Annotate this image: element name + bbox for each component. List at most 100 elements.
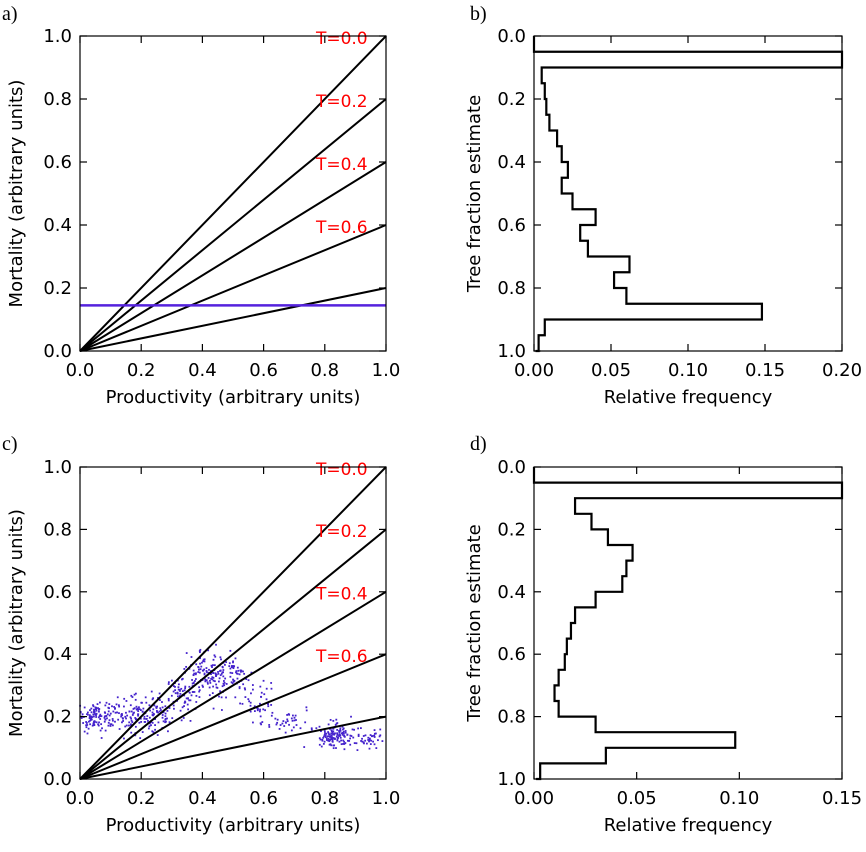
scatter-point	[229, 671, 232, 674]
scatter-point	[164, 712, 167, 715]
scatter-point	[86, 713, 88, 716]
scatter-point	[335, 718, 338, 721]
scatter-point	[261, 721, 264, 723]
scatter-point	[156, 734, 159, 736]
scatter-point	[369, 743, 372, 745]
y-tick-label: 0.2	[497, 519, 526, 540]
scatter-point	[134, 725, 137, 728]
scatter-point	[322, 742, 325, 745]
scatter-point	[157, 711, 159, 714]
scatter-point	[342, 727, 345, 730]
plot-frame	[79, 466, 387, 780]
scatter-point	[337, 737, 340, 739]
scatter-point	[198, 668, 200, 671]
scatter-point	[135, 718, 138, 721]
scatter-point	[222, 675, 225, 678]
scatter-point	[152, 731, 155, 734]
y-tick-label: 0.6	[497, 215, 526, 236]
scatter-point	[284, 721, 287, 724]
x-tick-label: 0.6	[249, 788, 278, 809]
scatter-point	[318, 737, 321, 740]
scatter-point	[331, 732, 334, 734]
scatter-point	[185, 665, 188, 668]
scatter-point	[360, 740, 362, 742]
scatter-point	[290, 717, 293, 720]
scatter-point	[199, 657, 201, 660]
scatter-point	[233, 665, 236, 668]
scatter-point	[270, 682, 273, 684]
scatter-point	[107, 710, 110, 713]
scatter-point	[131, 721, 134, 724]
scatter-point	[315, 727, 318, 730]
scatter-point	[214, 672, 217, 675]
threshold-line	[79, 715, 387, 780]
scatter-point	[373, 736, 376, 738]
scatter-point	[373, 729, 376, 732]
histogram-bin	[534, 748, 606, 764]
scatter-point	[90, 715, 93, 718]
scatter-point	[117, 718, 120, 721]
scatter-point	[310, 728, 313, 731]
scatter-point	[182, 717, 185, 719]
scatter-point	[192, 669, 195, 672]
scatter-point	[335, 735, 338, 738]
scatter-point	[329, 743, 332, 746]
scatter-point	[331, 736, 333, 739]
scatter-point	[99, 701, 101, 704]
scatter-point	[249, 704, 252, 707]
scatter-point	[361, 737, 363, 740]
scatter-point	[229, 675, 232, 678]
scatter-point	[335, 747, 337, 749]
histogram-bin	[534, 498, 575, 514]
histogram-bin	[534, 623, 571, 639]
scatter-point	[187, 708, 189, 711]
scatter-point	[232, 661, 234, 664]
scatter-point	[360, 727, 362, 730]
scatter-point	[138, 706, 140, 709]
scatter-point	[155, 707, 158, 709]
scatter-point	[124, 715, 127, 718]
scatter-point	[249, 701, 252, 704]
scatter-point	[339, 727, 342, 730]
scatter-point	[115, 703, 118, 706]
scatter-point	[212, 664, 214, 667]
scatter-point	[350, 735, 353, 737]
threshold-line	[79, 528, 387, 780]
line-label: T=0.2	[315, 522, 368, 542]
scatter-point	[179, 692, 182, 695]
scatter-point	[203, 660, 206, 663]
x-tick-label: 0.10	[668, 360, 708, 381]
scatter-point	[214, 655, 217, 658]
scatter-point	[118, 712, 120, 715]
scatter-point	[128, 724, 130, 727]
scatter-point	[248, 700, 251, 703]
histogram-bin	[534, 545, 633, 561]
scatter-point	[81, 713, 84, 716]
scatter-point	[235, 671, 237, 674]
scatter-point	[221, 666, 224, 669]
scatter-point	[152, 714, 155, 717]
scatter-point	[320, 730, 322, 733]
scatter-point	[361, 740, 364, 743]
scatter-point	[320, 745, 323, 748]
scatter-point	[339, 728, 342, 731]
x-tick-label: 0.15	[822, 788, 862, 809]
scatter-point	[318, 743, 321, 746]
scatter-point	[237, 669, 240, 672]
scatter-point	[327, 732, 330, 735]
scatter-point	[339, 736, 342, 739]
histogram-bin	[534, 654, 565, 670]
scatter-point	[131, 714, 134, 716]
scatter-point	[203, 673, 206, 676]
scatter-point	[124, 725, 127, 728]
scatter-point	[238, 673, 241, 676]
histogram-bin	[534, 68, 542, 84]
scatter-point	[369, 734, 372, 736]
scatter-point	[304, 721, 307, 724]
scatter-point	[212, 676, 215, 679]
scatter-point	[305, 709, 308, 712]
x-tick-label: 0.05	[617, 788, 657, 809]
line-label: T=0.4	[315, 155, 368, 175]
scatter-point	[211, 676, 214, 679]
scatter-point	[372, 740, 375, 743]
